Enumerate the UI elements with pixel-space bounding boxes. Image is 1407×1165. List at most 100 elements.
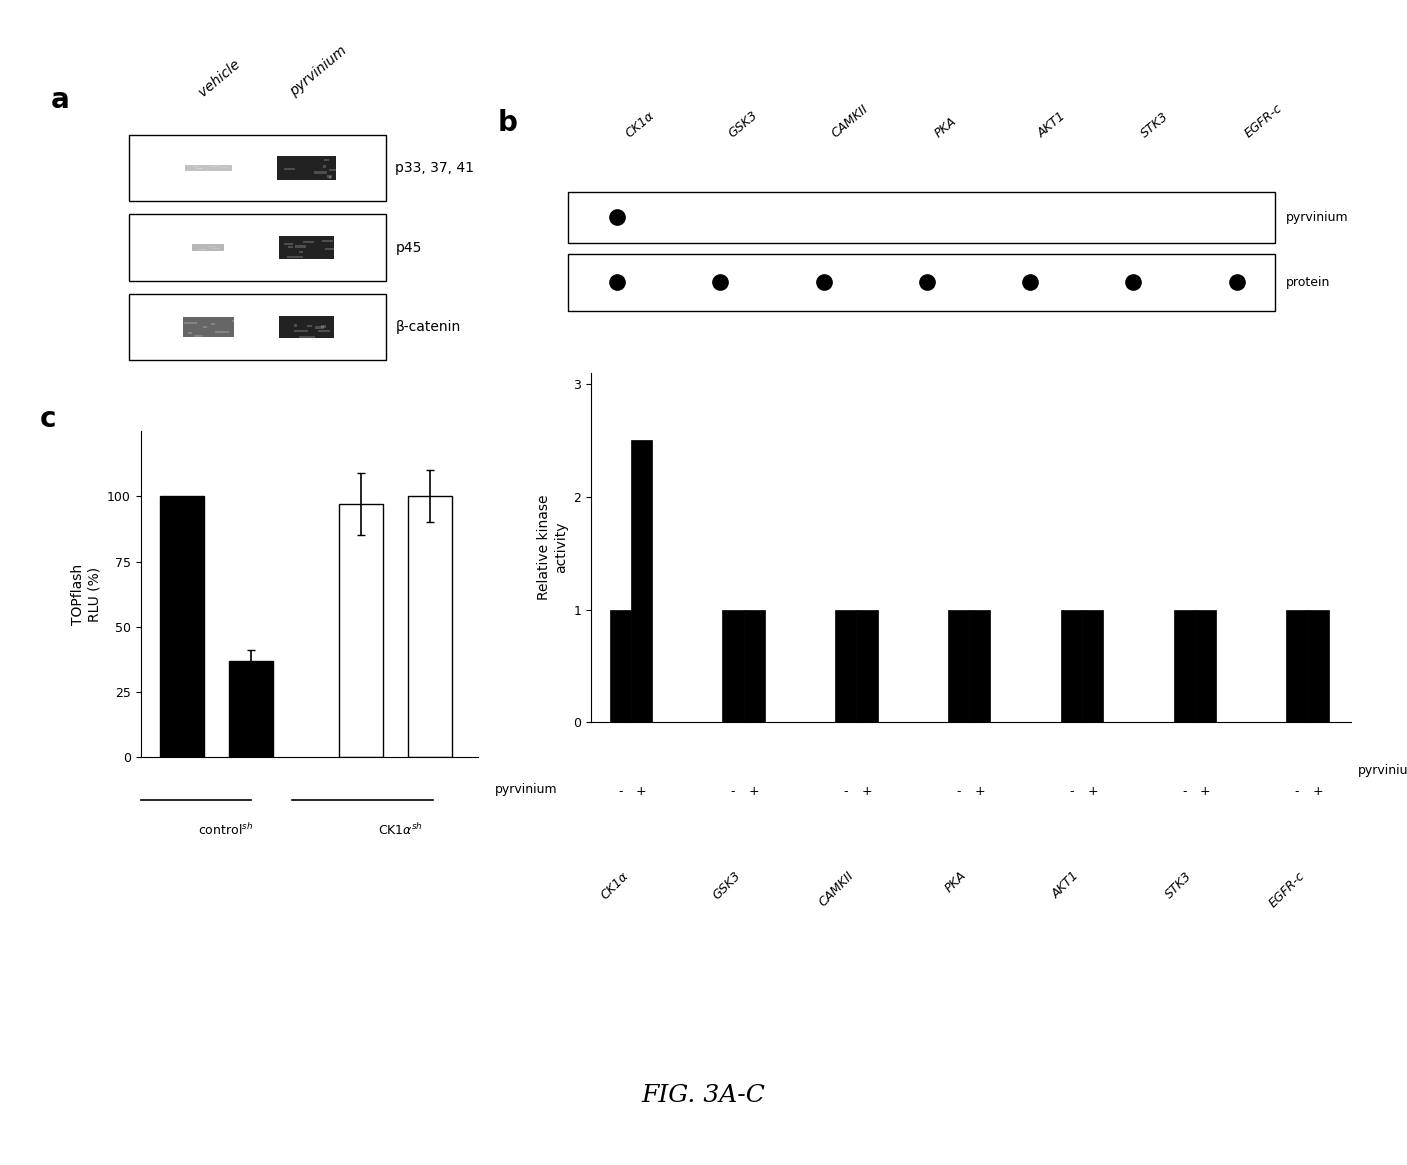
Text: -: - xyxy=(1294,785,1299,798)
Text: CAMKII: CAMKII xyxy=(816,869,857,909)
Text: p45: p45 xyxy=(395,240,422,255)
Bar xyxy=(324,165,325,168)
Text: pyrvinium: pyrvinium xyxy=(1286,211,1348,224)
Text: STK3: STK3 xyxy=(1138,110,1172,140)
Text: control$^{sh}$: control$^{sh}$ xyxy=(197,822,253,839)
Bar xyxy=(315,326,324,329)
Text: c: c xyxy=(39,405,56,433)
Bar xyxy=(743,609,765,722)
Bar xyxy=(1082,609,1103,722)
Text: pyrvinium: pyrvinium xyxy=(495,783,559,797)
Bar xyxy=(630,440,651,722)
Text: AKT1: AKT1 xyxy=(1050,869,1082,902)
Bar xyxy=(857,609,878,722)
Text: EGFR-c: EGFR-c xyxy=(1266,869,1307,910)
Bar xyxy=(129,294,386,360)
Text: +: + xyxy=(861,785,872,798)
Bar xyxy=(183,322,190,324)
Bar xyxy=(339,504,383,757)
Bar xyxy=(318,330,329,332)
Text: PKA: PKA xyxy=(943,869,969,896)
Bar xyxy=(184,164,232,171)
Text: -: - xyxy=(957,785,961,798)
Text: pyrvinium: pyrvinium xyxy=(1358,764,1407,777)
Text: -: - xyxy=(730,785,736,798)
Bar xyxy=(948,609,969,722)
Bar xyxy=(969,609,991,722)
Bar xyxy=(303,241,314,242)
Text: -: - xyxy=(1069,785,1074,798)
Bar xyxy=(307,325,311,327)
Text: +: + xyxy=(1088,785,1097,798)
Text: CAMKII: CAMKII xyxy=(829,101,871,140)
Bar xyxy=(568,254,1275,311)
Text: protein: protein xyxy=(1286,276,1330,289)
Text: vehicle: vehicle xyxy=(197,57,243,99)
Text: GSK3: GSK3 xyxy=(711,869,743,902)
Text: p33, 37, 41: p33, 37, 41 xyxy=(395,161,474,175)
Bar xyxy=(283,242,293,245)
Bar xyxy=(204,326,207,329)
Bar xyxy=(279,236,335,259)
Bar xyxy=(279,316,335,338)
Text: STK3: STK3 xyxy=(1164,869,1195,901)
Bar xyxy=(1307,609,1328,722)
Bar xyxy=(324,158,329,161)
Text: CK1α: CK1α xyxy=(622,108,657,140)
Bar xyxy=(183,317,234,337)
Text: -: - xyxy=(618,785,622,798)
Text: AKT1: AKT1 xyxy=(1036,110,1069,140)
Bar xyxy=(836,609,857,722)
Text: pyrvinium: pyrvinium xyxy=(287,44,349,99)
Bar xyxy=(190,322,197,324)
Bar xyxy=(295,246,305,248)
Text: -: - xyxy=(844,785,848,798)
Bar xyxy=(1195,609,1216,722)
Bar xyxy=(321,325,325,327)
Text: -: - xyxy=(1182,785,1186,798)
Bar xyxy=(232,320,239,322)
Bar xyxy=(129,135,386,202)
Text: CK1α: CK1α xyxy=(598,869,630,902)
Bar xyxy=(211,324,215,325)
Bar xyxy=(229,661,273,757)
Text: GSK3: GSK3 xyxy=(726,108,760,140)
Text: β-catenin: β-catenin xyxy=(395,320,460,334)
Text: CK1$\alpha$$^{sh}$: CK1$\alpha$$^{sh}$ xyxy=(378,822,424,839)
Bar xyxy=(294,330,308,332)
Bar xyxy=(193,245,224,250)
Bar xyxy=(284,168,295,170)
Bar xyxy=(287,255,303,257)
Y-axis label: TOPflash
RLU (%): TOPflash RLU (%) xyxy=(72,564,101,624)
Bar xyxy=(1173,609,1195,722)
Text: +: + xyxy=(1200,785,1210,798)
Bar xyxy=(277,156,336,181)
Y-axis label: Relative kinase
activity: Relative kinase activity xyxy=(537,495,567,600)
Text: +: + xyxy=(1313,785,1324,798)
Text: +: + xyxy=(975,785,985,798)
Bar xyxy=(194,334,203,337)
Text: +: + xyxy=(636,785,647,798)
Bar xyxy=(300,336,315,338)
Bar xyxy=(1061,609,1082,722)
Text: a: a xyxy=(51,86,69,114)
Bar xyxy=(288,246,293,248)
Bar xyxy=(329,176,331,178)
Bar xyxy=(1286,609,1307,722)
Bar xyxy=(722,609,743,722)
Text: FIG. 3A-C: FIG. 3A-C xyxy=(642,1083,765,1107)
Text: b: b xyxy=(498,108,518,136)
Text: EGFR-c: EGFR-c xyxy=(1242,101,1285,140)
Bar xyxy=(609,609,630,722)
Bar xyxy=(214,331,229,332)
Bar xyxy=(329,169,340,171)
Bar xyxy=(568,191,1275,243)
Bar xyxy=(314,171,328,174)
Bar xyxy=(189,332,191,334)
Bar xyxy=(294,325,297,326)
Bar xyxy=(298,250,304,253)
Bar xyxy=(333,329,346,331)
Bar xyxy=(326,176,332,178)
Bar xyxy=(408,496,452,757)
Bar xyxy=(322,240,333,242)
